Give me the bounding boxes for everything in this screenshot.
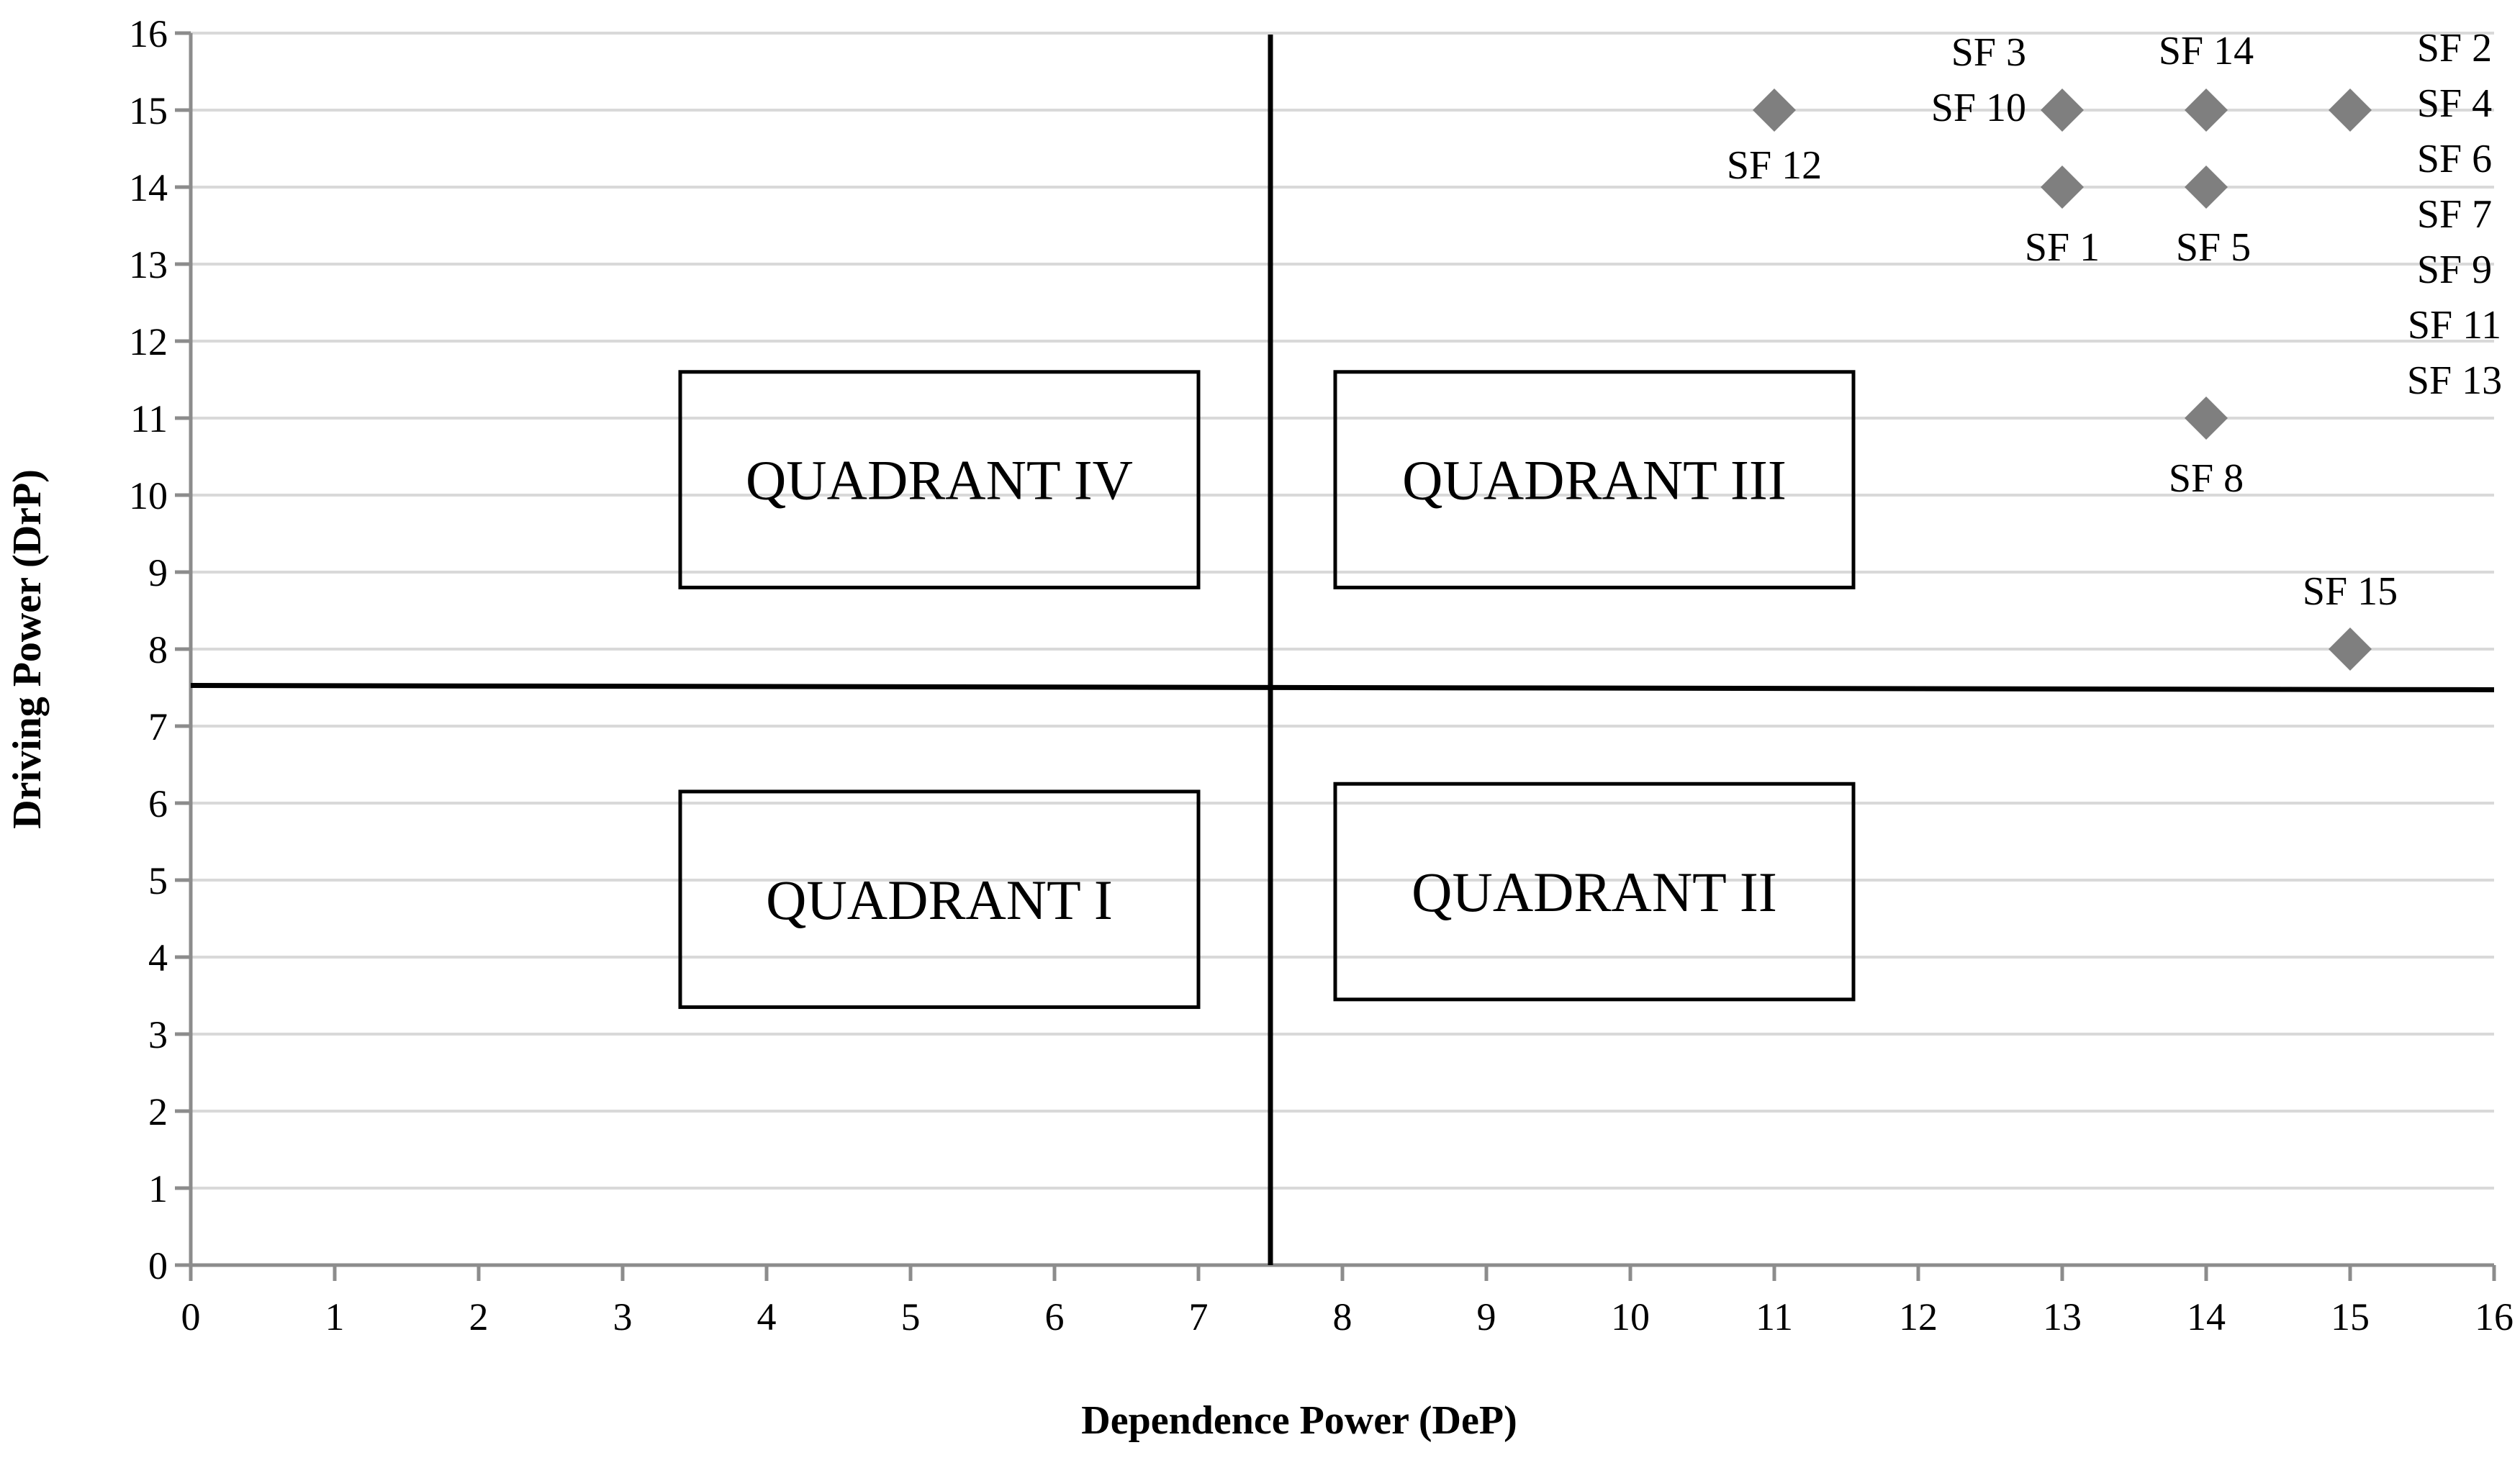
- y-tick-label: 12: [129, 320, 168, 363]
- data-point-label-line: SF 7: [2417, 192, 2492, 237]
- quadrant-label: QUADRANT IV: [746, 449, 1133, 512]
- data-point-label-line: SF 3: [1951, 30, 2026, 75]
- y-tick-label: 2: [148, 1090, 168, 1133]
- data-point-label-line: SF 5: [2176, 225, 2251, 270]
- data-point-label: SF 2 SF 4 SF 6 SF 7 SF 9 SF 11 SF 13: [2407, 26, 2502, 403]
- data-point-label: SF 15: [2303, 569, 2398, 614]
- data-point-label-line: SF 9: [2417, 248, 2492, 292]
- x-tick-label: 7: [1189, 1295, 1209, 1339]
- quadrant-box: [1333, 782, 1856, 1002]
- quadrant-box: [678, 370, 1201, 589]
- data-point-label: SF 5: [2176, 225, 2251, 270]
- data-point: [2041, 89, 2084, 132]
- data-point: [2185, 166, 2228, 209]
- y-tick-label: 1: [148, 1167, 168, 1210]
- data-point-label-line: SF 15: [2303, 569, 2398, 614]
- x-tick-label: 5: [901, 1295, 921, 1339]
- x-tick-label: 4: [757, 1295, 777, 1339]
- y-tick-label: 14: [129, 166, 168, 209]
- point-layer: [1753, 89, 2372, 671]
- quadrant-label: QUADRANT I: [766, 869, 1113, 931]
- x-tick-label: 11: [1756, 1295, 1793, 1339]
- x-tick-label: 12: [1899, 1295, 1938, 1339]
- divider-layer: [190, 35, 2495, 1265]
- data-point-label-line: SF 10: [1931, 86, 2026, 130]
- y-tick-label: 7: [148, 705, 168, 748]
- quadrant-layer: QUADRANT IV QUADRANT III QUADRANT I QUADRAN…: [678, 370, 1856, 1010]
- y-tick-label: 5: [148, 859, 168, 902]
- data-point-label-line: SF 1: [2025, 225, 2100, 270]
- x-tick-label: 2: [469, 1295, 489, 1339]
- x-tick-label: 14: [2187, 1295, 2226, 1339]
- y-tick-label: 16: [129, 12, 168, 55]
- data-point-label-line: SF 14: [2159, 29, 2254, 73]
- data-point-label: SF 1: [2025, 225, 2100, 270]
- x-tick-label: 9: [1477, 1295, 1496, 1339]
- data-point-label: SF 3 SF 10: [1931, 30, 2026, 130]
- x-tick-label: 16: [2475, 1295, 2514, 1339]
- quadrant-box: [1333, 370, 1856, 589]
- data-point-label-line: SF 4: [2417, 81, 2492, 126]
- data-point-label-line: SF 8: [2169, 456, 2244, 501]
- quadrant-label: QUADRANT III: [1402, 449, 1787, 512]
- data-point: [2185, 89, 2228, 132]
- quadrant-box: [678, 789, 1201, 1010]
- x-tick-label: 6: [1045, 1295, 1065, 1339]
- x-tick-label: 3: [613, 1295, 633, 1339]
- y-tick-label: 11: [130, 397, 168, 440]
- data-point-label-line: SF 13: [2407, 358, 2502, 403]
- y-tick-label: 9: [148, 551, 168, 594]
- horizontal-divider: [190, 683, 2495, 692]
- data-point: [2329, 89, 2372, 132]
- y-tick-label: 6: [148, 782, 168, 825]
- y-tick-label: 15: [129, 89, 168, 132]
- data-point-label-line: SF 11: [2408, 303, 2501, 348]
- data-point-label: SF 8: [2169, 456, 2244, 501]
- data-point-label-line: SF 12: [1727, 143, 1822, 188]
- data-point: [2329, 628, 2372, 671]
- data-point: [2185, 397, 2228, 440]
- data-point-label: SF 12: [1727, 143, 1822, 188]
- x-axis-title: Dependence Power (DeP): [1081, 1398, 1517, 1443]
- x-tick-label: 15: [2331, 1295, 2370, 1339]
- y-tick-label: 13: [129, 243, 168, 286]
- y-tick-label: 3: [148, 1013, 168, 1056]
- data-point: [2041, 166, 2084, 209]
- y-tick-label: 8: [148, 628, 168, 671]
- x-tick-label: 0: [181, 1295, 201, 1339]
- quadrant-label: QUADRANT II: [1412, 861, 1777, 923]
- x-tick-label: 13: [2043, 1295, 2082, 1339]
- y-tick-label: 0: [148, 1244, 168, 1287]
- y-tick-label: 10: [129, 474, 168, 517]
- grid-layer: [191, 32, 2494, 1190]
- data-point: [1753, 89, 1796, 132]
- data-point-label-line: SF 6: [2417, 137, 2492, 181]
- y-axis-title: Driving Power (DrP): [5, 469, 50, 829]
- x-tick-label: 8: [1333, 1295, 1352, 1339]
- data-point-label-line: SF 2: [2417, 26, 2492, 71]
- y-tick-label: 4: [148, 936, 168, 979]
- x-tick-label: 1: [325, 1295, 345, 1339]
- data-point-label: SF 14: [2159, 29, 2254, 73]
- x-tick-label: 10: [1611, 1295, 1650, 1339]
